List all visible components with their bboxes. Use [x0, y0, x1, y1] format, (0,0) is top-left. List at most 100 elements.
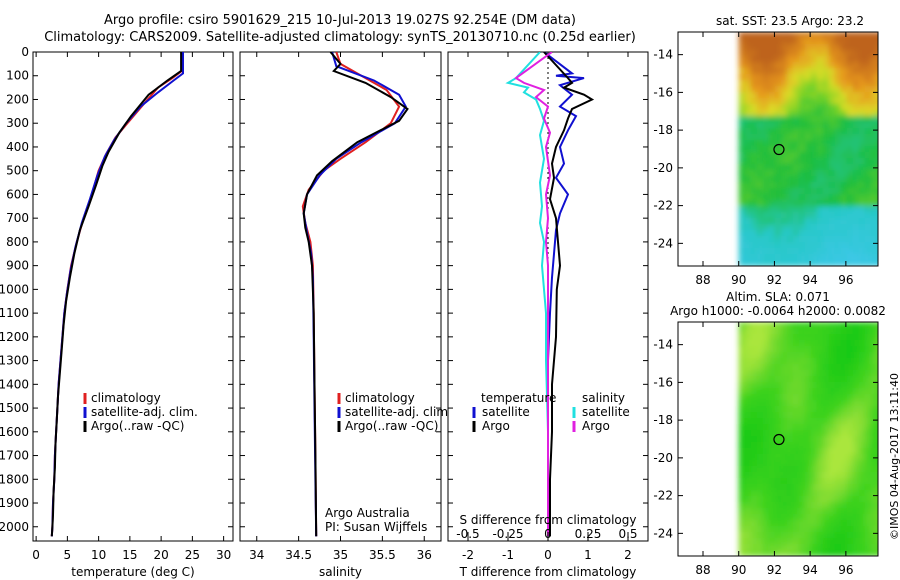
map-cell: [828, 44, 836, 51]
map-cell: [846, 98, 854, 105]
map-cell: [822, 134, 830, 141]
map-cell: [822, 412, 830, 419]
map-cell: [750, 230, 758, 237]
map-cell: [870, 68, 878, 75]
map-cell: [816, 248, 824, 255]
map-cell: [780, 176, 788, 183]
map-cell: [798, 80, 806, 87]
map-cell: [846, 50, 854, 57]
map-cell: [876, 340, 878, 347]
map-cell: [822, 370, 830, 377]
map-cell: [828, 188, 836, 195]
top-axis-label: S difference from climatology: [460, 513, 637, 527]
map-cell: [744, 122, 752, 129]
map-cell: [840, 400, 848, 407]
map-cell: [870, 376, 878, 383]
map-cell: [750, 430, 758, 437]
map-cell: [834, 532, 842, 539]
map-cell: [798, 382, 806, 389]
map-cell: [774, 496, 782, 503]
map-cell: [804, 436, 812, 443]
map-cell: [762, 520, 770, 527]
map-cell: [846, 520, 854, 527]
map-cell: [750, 224, 758, 231]
map-cell: [858, 484, 866, 491]
map-cell: [870, 98, 878, 105]
map-cell: [768, 116, 776, 123]
map-cell: [870, 334, 878, 341]
map-cell: [798, 520, 806, 527]
map-cell: [828, 508, 836, 515]
map-cell: [792, 170, 800, 177]
map-cell: [828, 328, 836, 335]
map-cell: [744, 502, 752, 509]
sst-map-title: sat. SST: 23.5 Argo: 23.2: [716, 14, 864, 28]
map-cell: [864, 134, 872, 141]
map-cell: [750, 322, 758, 329]
map-cell: [762, 236, 770, 243]
map-cell: [834, 328, 842, 335]
map-cell: [744, 62, 752, 69]
map-cell: [828, 230, 836, 237]
map-cell: [756, 364, 764, 371]
map-cell: [780, 122, 788, 129]
map-cell: [744, 418, 752, 425]
map-cell: [852, 508, 860, 515]
map-cell: [858, 352, 866, 359]
map-cell: [750, 454, 758, 461]
map-cell: [804, 152, 812, 159]
map-cell: [744, 526, 752, 533]
map-cell: [792, 406, 800, 413]
map-cell: [846, 32, 854, 39]
map-cell: [834, 62, 842, 69]
map-cell: [870, 322, 878, 329]
map-cell: [774, 122, 782, 129]
map-cell: [828, 104, 836, 111]
map-cell: [810, 98, 818, 105]
map-cell: [762, 260, 770, 266]
map-cell: [792, 352, 800, 359]
map-cell: [804, 254, 812, 261]
map-cell: [762, 400, 770, 407]
map-cell: [798, 448, 806, 455]
map-cell: [846, 334, 854, 341]
map-cell: [810, 406, 818, 413]
map-cell: [834, 430, 842, 437]
map-cell: [858, 466, 866, 473]
map-cell: [864, 460, 872, 467]
map-cell: [774, 110, 782, 117]
map-cell: [750, 538, 758, 545]
map-cell: [876, 412, 878, 419]
map-cell: [816, 424, 824, 431]
map-cell: [822, 38, 830, 45]
map-cell: [768, 200, 776, 207]
map-cell: [798, 236, 806, 243]
map-cell: [834, 442, 842, 449]
map-x-tick-label: 88: [695, 563, 710, 577]
map-cell: [798, 248, 806, 255]
map-cell: [828, 38, 836, 45]
map-cell: [804, 98, 812, 105]
legend-label: satellite-adj. clim.: [91, 405, 198, 419]
map-cell: [846, 460, 854, 467]
map-cell: [762, 38, 770, 45]
map-cell: [756, 538, 764, 545]
map-cell: [870, 400, 878, 407]
map-cell: [840, 152, 848, 159]
map-cell: [774, 56, 782, 63]
map-cell: [762, 86, 770, 93]
map-cell: [792, 340, 800, 347]
map-y-tick-label: -18: [653, 123, 673, 137]
map-cell: [864, 394, 872, 401]
map-cell: [846, 508, 854, 515]
map-cell: [780, 490, 788, 497]
map-cell: [774, 242, 782, 249]
map-cell: [756, 212, 764, 219]
map-cell: [756, 206, 764, 213]
map-cell: [852, 364, 860, 371]
map-cell: [756, 430, 764, 437]
map-cell: [774, 340, 782, 347]
map-cell: [792, 442, 800, 449]
map-cell: [822, 242, 830, 249]
